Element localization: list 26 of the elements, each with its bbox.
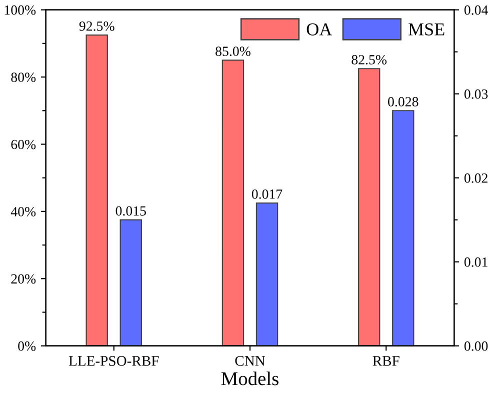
data-label: 82.5% — [352, 55, 387, 64]
y2-tick-label: 0.04 — [464, 5, 488, 15]
x-tick-label: LLE-PSO-RBF — [68, 356, 159, 366]
y2-tick-label: 0.03 — [464, 89, 488, 99]
x-tick-label: CNN — [235, 356, 266, 366]
data-label: 0.028 — [388, 97, 418, 106]
x-tick-label: RBF — [372, 356, 400, 366]
data-label: 85.0% — [216, 46, 250, 56]
y2-tick-label: 0.02 — [464, 173, 488, 183]
y-tick-label: 100% — [4, 5, 36, 15]
y-tick-label: 40% — [10, 207, 36, 216]
bar — [120, 219, 142, 346]
y-tick-label: 20% — [11, 274, 36, 284]
data-label: 92.5% — [79, 21, 114, 31]
y2-tick-label: 0.01 — [464, 257, 488, 267]
x-axis-title: Models — [221, 372, 278, 386]
bar — [392, 110, 414, 346]
y-tick-label: 0% — [18, 341, 36, 351]
data-label: 0.015 — [116, 206, 146, 216]
y2-tick-label: 0.00 — [464, 341, 488, 351]
y-tick-label: 60% — [11, 140, 36, 150]
legend-label: MSE — [408, 23, 444, 36]
data-label: 0.017 — [252, 189, 282, 199]
y-tick-label: 80% — [11, 72, 36, 82]
legend-label: OA — [306, 23, 332, 36]
bar — [256, 202, 278, 346]
